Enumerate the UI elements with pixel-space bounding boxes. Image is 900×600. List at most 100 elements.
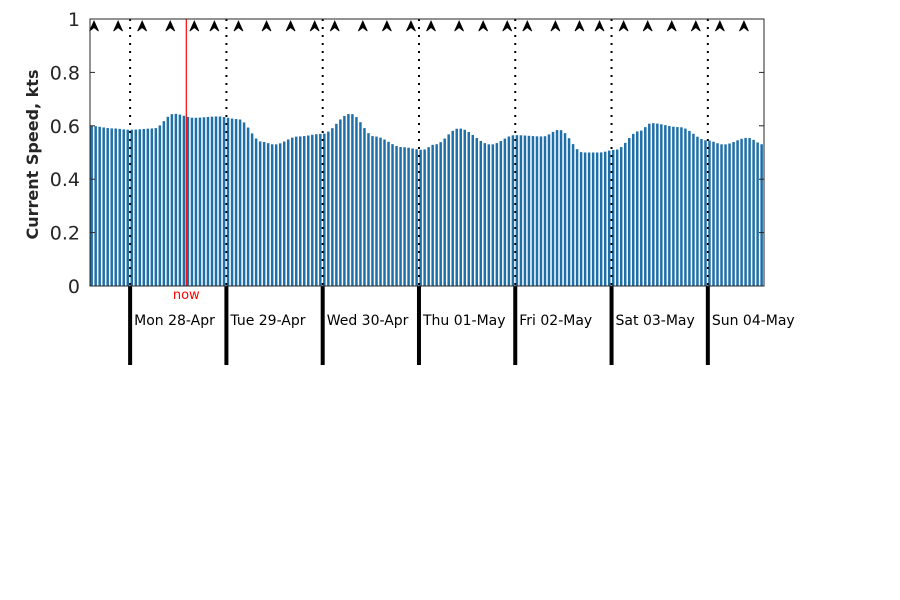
- speed-bar: [419, 149, 422, 286]
- speed-bar: [688, 130, 691, 286]
- arrow-head-up-icon: [309, 20, 320, 32]
- speed-bar: [291, 137, 294, 286]
- y-axis-label: Current Speed, kts: [23, 70, 42, 240]
- y-tick-label: 0: [68, 276, 80, 298]
- speed-bar: [182, 115, 186, 286]
- day-boundary-lines: [128, 19, 710, 365]
- speed-bar: [339, 119, 342, 286]
- speed-bar: [407, 147, 410, 286]
- speed-bar: [186, 116, 190, 287]
- now-label: now: [173, 288, 200, 303]
- speed-bar: [371, 136, 374, 286]
- speed-bar: [551, 131, 555, 286]
- speed-bar: [250, 133, 254, 286]
- arrow-head-up-icon: [137, 20, 148, 32]
- speed-bar: [395, 145, 398, 286]
- speed-bar: [154, 128, 158, 286]
- speed-bar: [90, 125, 93, 286]
- speed-bar: [523, 135, 527, 286]
- speed-bar: [648, 123, 651, 286]
- day-label: Sat 03-May: [616, 313, 695, 329]
- speed-bar: [451, 130, 454, 286]
- speed-bar: [315, 134, 318, 286]
- speed-bar: [712, 141, 715, 286]
- speed-bar: [467, 132, 471, 286]
- speed-bar: [206, 116, 210, 286]
- speed-bar: [475, 138, 479, 286]
- speed-bar: [242, 122, 246, 286]
- speed-bar: [142, 128, 146, 286]
- speed-bar: [282, 141, 286, 286]
- speed-bar: [270, 144, 274, 286]
- y-tick-label: 0.4: [50, 169, 80, 191]
- speed-bar: [351, 114, 354, 286]
- speed-bar: [355, 117, 358, 286]
- speed-bar: [455, 128, 458, 286]
- speed-bar: [138, 129, 142, 286]
- speed-bar: [487, 144, 491, 286]
- speed-bar: [274, 144, 278, 286]
- speed-bar: [696, 136, 699, 286]
- speed-bar: [323, 133, 326, 286]
- speed-bar: [347, 114, 350, 286]
- arrow-head-up-icon: [382, 20, 392, 32]
- arrow-head-up-icon: [285, 20, 296, 32]
- direction-arrows: [89, 20, 749, 32]
- speed-bar: [483, 143, 487, 286]
- speed-bar: [391, 144, 394, 286]
- arrow-head-up-icon: [189, 20, 200, 32]
- speed-bar: [644, 127, 647, 286]
- speed-bar: [367, 133, 370, 286]
- speed-bar: [202, 117, 206, 286]
- speed-bar: [134, 129, 138, 286]
- speed-bar: [178, 114, 182, 286]
- speed-bar: [676, 127, 679, 286]
- speed-bar: [311, 134, 314, 286]
- speed-bar: [190, 117, 194, 286]
- speed-bar: [403, 147, 406, 286]
- speed-bar: [126, 129, 129, 286]
- speed-bar: [599, 152, 603, 286]
- speed-bar: [118, 128, 121, 286]
- speed-bar: [652, 123, 655, 287]
- speed-bar: [214, 116, 218, 286]
- speed-bar: [258, 141, 262, 286]
- speed-bar: [375, 136, 378, 286]
- speed-bar: [383, 139, 386, 286]
- day-label: Tue 29-Apr: [229, 313, 305, 329]
- speed-bar: [114, 128, 117, 286]
- speed-bar: [210, 116, 214, 287]
- speed-bar: [102, 127, 105, 286]
- speed-bar: [732, 142, 735, 286]
- speed-bar: [262, 142, 266, 286]
- arrow-head-up-icon: [209, 20, 220, 32]
- speed-bar: [226, 117, 230, 286]
- speed-bar: [628, 138, 631, 286]
- speed-bar: [563, 133, 567, 286]
- speed-bar: [636, 131, 639, 286]
- speed-bar: [295, 136, 298, 286]
- speed-bar: [680, 127, 683, 286]
- speed-bar: [567, 138, 571, 286]
- speed-bar: [170, 114, 174, 286]
- speed-bar: [503, 138, 507, 286]
- speed-bar: [716, 143, 719, 286]
- speed-bar: [752, 139, 755, 286]
- speed-bar: [708, 140, 711, 286]
- y-tick-label: 0.8: [50, 62, 80, 84]
- arrow-head-up-icon: [426, 20, 436, 32]
- now-marker: now: [173, 19, 200, 303]
- speed-bar: [319, 133, 322, 286]
- speed-bar: [736, 140, 739, 286]
- speed-bar: [130, 129, 134, 286]
- speed-bar: [230, 118, 234, 286]
- arrow-head-up-icon: [739, 20, 749, 32]
- plot-frame: [89, 18, 765, 287]
- speed-bar: [607, 150, 611, 286]
- speed-bar: [728, 143, 731, 286]
- speed-bar: [198, 117, 202, 286]
- speed-bar: [632, 133, 635, 286]
- speed-bar: [527, 135, 531, 286]
- speed-bar: [684, 128, 687, 286]
